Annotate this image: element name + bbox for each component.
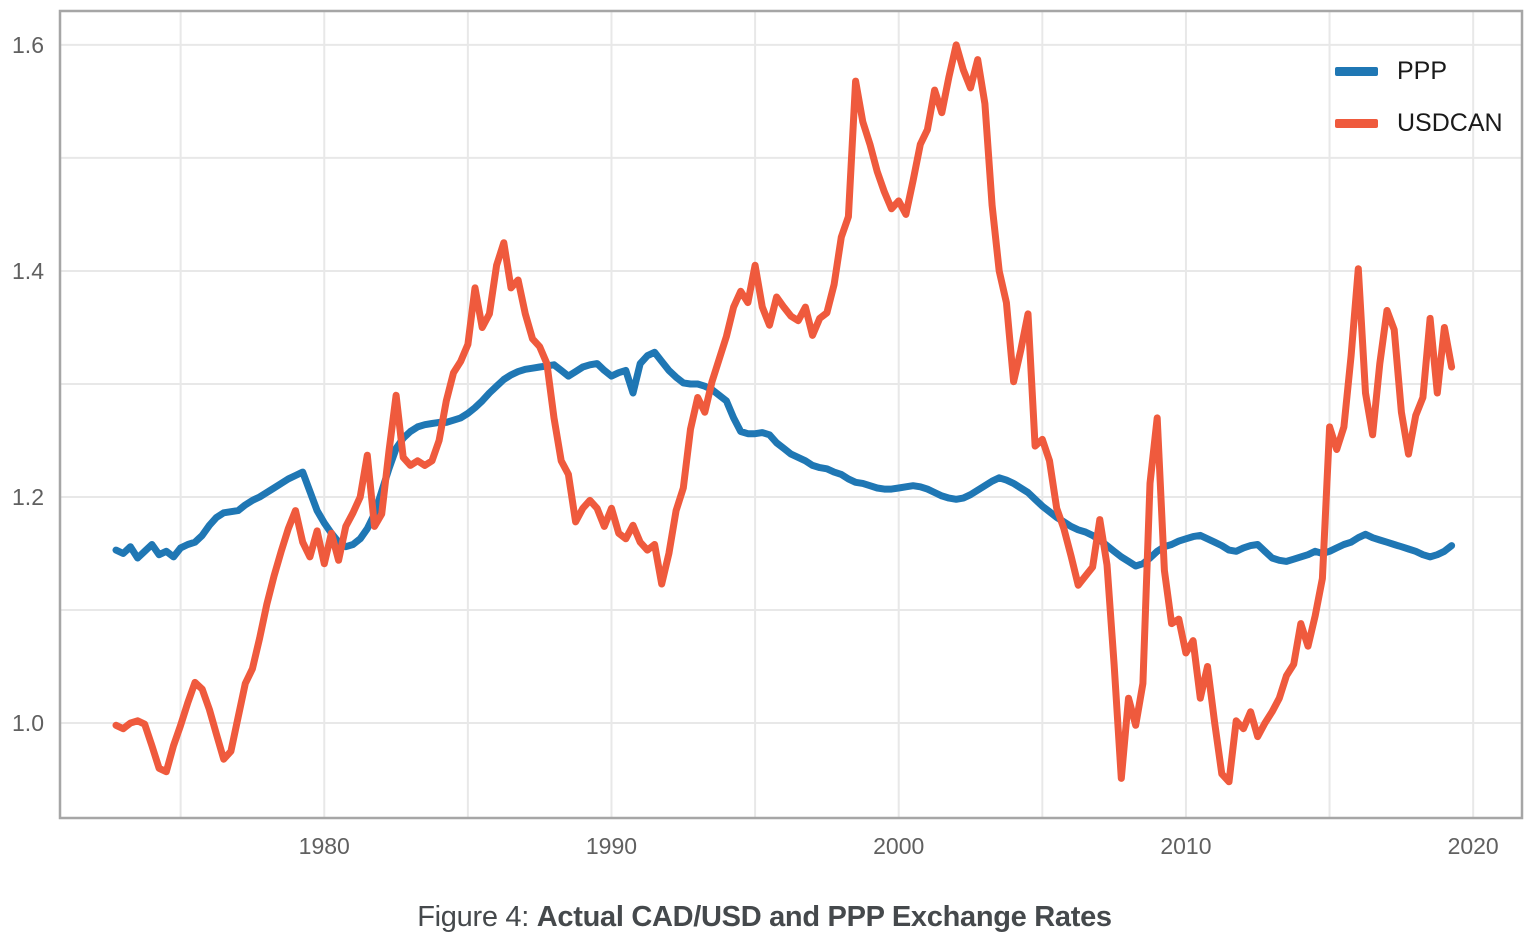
- legend-label-usdcan: USDCAN: [1397, 109, 1503, 137]
- y-tick-label: 1.2: [12, 484, 44, 510]
- figure-caption: Figure 4: Actual CAD/USD and PPP Exchang…: [0, 901, 1529, 934]
- usdcan-line-swatch: [1335, 118, 1378, 128]
- x-tick-label: 2010: [1160, 833, 1212, 859]
- y-tick-label: 1.6: [12, 31, 44, 58]
- legend-item-ppp: PPP: [1335, 52, 1503, 90]
- y-tick-label: 1.4: [12, 257, 44, 284]
- x-tick-label: 1990: [585, 833, 638, 859]
- gridlines: [60, 11, 1522, 818]
- legend-item-usdcan: USDCAN: [1335, 104, 1503, 142]
- x-tick-label: 2000: [873, 833, 925, 859]
- caption-prefix: Figure 4:: [417, 901, 537, 933]
- ppp-line-swatch: [1335, 66, 1378, 76]
- y-tick-label: 1.0: [12, 710, 44, 737]
- x-tick-label: 1980: [298, 833, 350, 859]
- caption-title: Actual CAD/USD and PPP Exchange Rates: [536, 901, 1112, 933]
- x-tick-label: 2020: [1447, 833, 1499, 859]
- legend-label-ppp: PPP: [1397, 57, 1448, 85]
- legend: PPP USDCAN: [1335, 52, 1503, 142]
- ppp-line: [112, 348, 1456, 570]
- usdcan-line: [112, 41, 1456, 786]
- plot-frame: [58, 9, 1524, 820]
